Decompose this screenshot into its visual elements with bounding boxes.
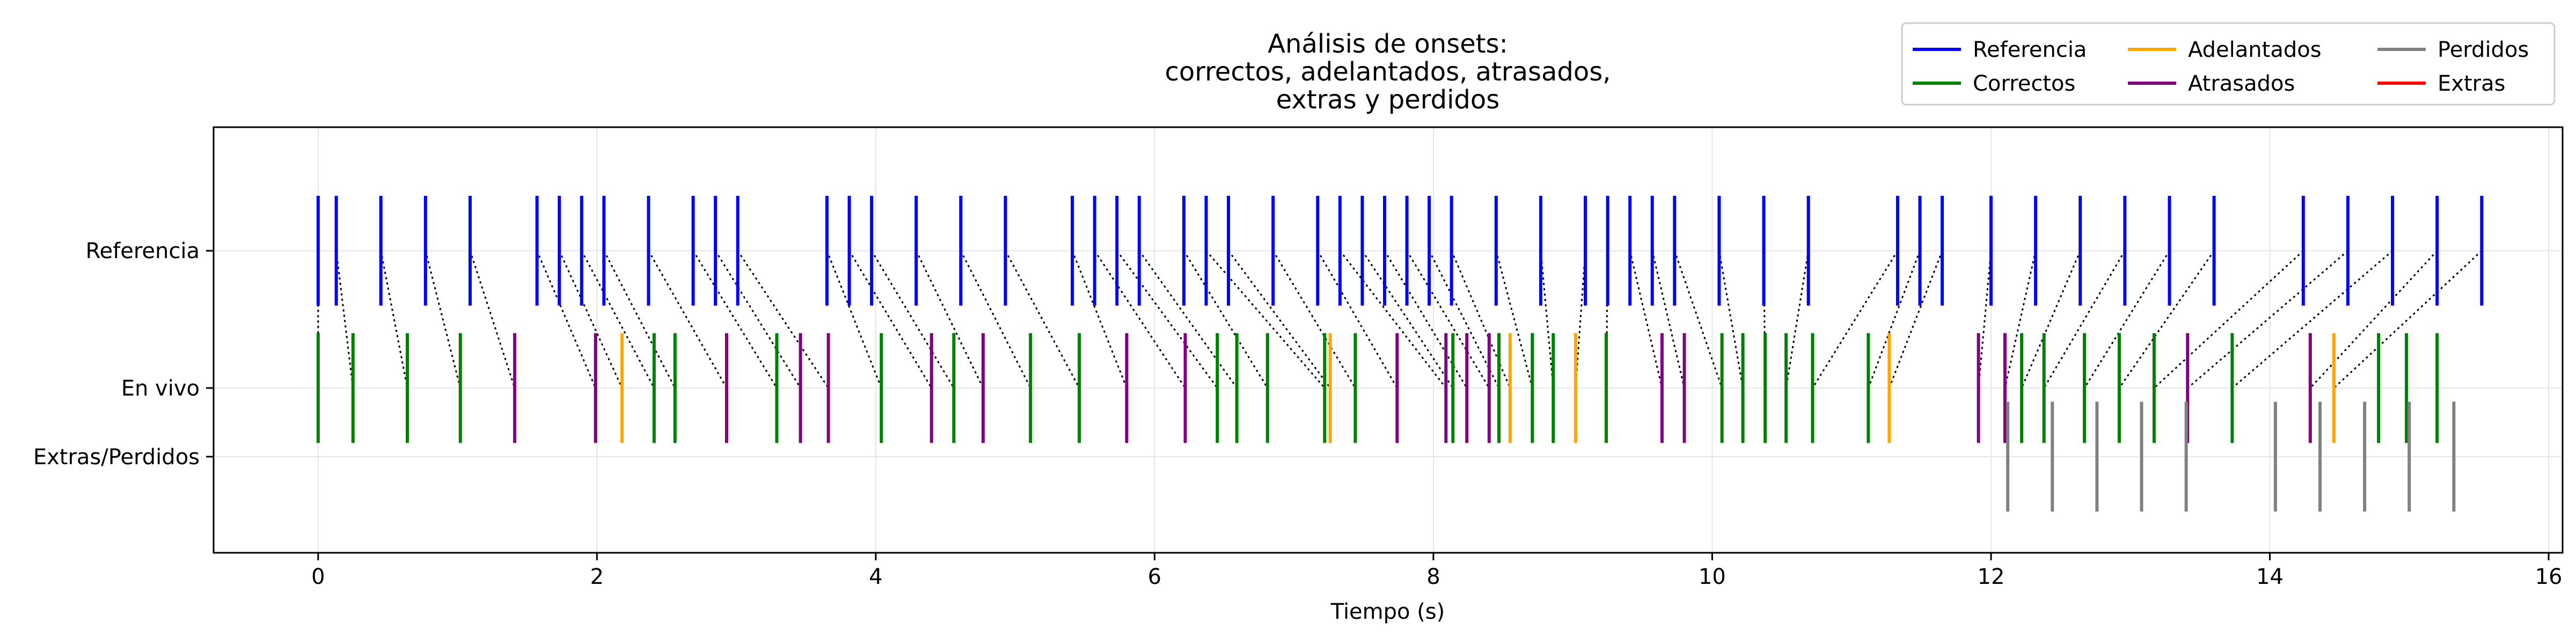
legend-label: Correctos <box>1973 71 2075 96</box>
match-connector <box>1428 250 1500 389</box>
match-connector <box>2004 250 2037 389</box>
match-connector <box>1339 250 1447 389</box>
match-connector <box>1205 250 1326 389</box>
match-connectors <box>317 250 2483 389</box>
x-axis: 0 2 4 6 8 10 12 14 16 <box>311 553 2562 589</box>
match-connector <box>1495 250 1533 389</box>
match-connector <box>1116 250 1218 389</box>
title-line-3: extras y perdidos <box>1276 85 1500 115</box>
match-connector <box>870 250 955 389</box>
plot-area <box>213 126 2564 554</box>
y-tick-label: Extras/Perdidos <box>33 445 200 470</box>
legend-label: Extras <box>2438 71 2505 96</box>
match-connector <box>960 250 1031 389</box>
match-connector <box>2153 250 2304 389</box>
x-tick-label: 16 <box>2535 565 2563 589</box>
match-connector <box>2083 250 2170 389</box>
match-connector <box>1812 250 1899 389</box>
match-connector <box>536 250 597 389</box>
match-connector <box>2309 250 2438 389</box>
match-connector <box>558 250 623 389</box>
match-connector <box>714 250 801 389</box>
x-tick-label: 4 <box>869 565 882 589</box>
title-line-1: Análisis de onsets: <box>1268 29 1508 59</box>
chart-title: Análisis de onsets: correctos, adelantad… <box>1165 29 1611 115</box>
match-connector <box>1406 250 1490 389</box>
match-connector <box>335 251 354 389</box>
legend-label: Atrasados <box>2188 71 2295 96</box>
legend: Referencia Correctos Adelantados Atrasados P… <box>1901 22 2556 106</box>
match-connector <box>1094 250 1186 389</box>
x-axis-label: Tiempo (s) <box>1330 599 1445 624</box>
x-tick-label: 14 <box>2256 565 2284 589</box>
match-connector <box>2021 250 2081 389</box>
x-tick-label: 2 <box>590 565 604 589</box>
match-connector <box>1673 250 1723 389</box>
match-connector <box>848 250 933 389</box>
match-connector <box>1629 250 1663 389</box>
match-connector <box>1005 250 1080 389</box>
match-connector <box>1540 251 1554 389</box>
legend-label: Referencia <box>1973 38 2087 62</box>
match-connector <box>915 250 984 389</box>
plot-frame <box>213 126 2564 554</box>
match-connector <box>1785 250 1810 389</box>
x-tick-label: 12 <box>1978 565 2005 589</box>
x-tick-label: 8 <box>1426 565 1440 589</box>
match-connector <box>1272 250 1356 389</box>
x-tick-label: 0 <box>311 565 325 589</box>
match-connector <box>1575 251 1586 389</box>
match-connector <box>1718 250 1744 389</box>
onset-marks <box>316 195 2484 512</box>
match-connector <box>2333 250 2483 389</box>
y-tick-label: En vivo <box>121 376 200 401</box>
y-tick-label: Referencia <box>86 239 200 264</box>
match-connector <box>603 250 676 389</box>
match-connector <box>1651 250 1685 389</box>
grid-lines <box>214 127 2563 553</box>
match-connector <box>692 250 778 389</box>
legend-label: Adelantados <box>2188 38 2322 62</box>
match-connector <box>1867 250 1921 389</box>
y-axis: Referencia En vivo Extras/Perdidos <box>33 239 214 470</box>
match-connector <box>2187 250 2348 389</box>
match-connector <box>581 250 655 389</box>
match-connector <box>469 250 516 389</box>
x-tick-label: 10 <box>1699 565 1726 589</box>
match-connector <box>1362 250 1454 389</box>
match-connector <box>2118 250 2215 389</box>
x-tick-label: 6 <box>1148 565 1161 589</box>
match-connector <box>1183 250 1269 389</box>
match-connector <box>380 250 408 389</box>
match-connector <box>1227 250 1331 389</box>
match-connector <box>425 250 462 389</box>
match-connector <box>2231 250 2394 389</box>
legend-label: Perdidos <box>2438 38 2529 62</box>
match-connector <box>737 250 829 389</box>
match-connector <box>1138 250 1238 389</box>
match-connector <box>1451 250 1511 389</box>
title-line-2: correctos, adelantados, atrasados, <box>1165 57 1611 87</box>
match-connector <box>1978 251 1992 389</box>
